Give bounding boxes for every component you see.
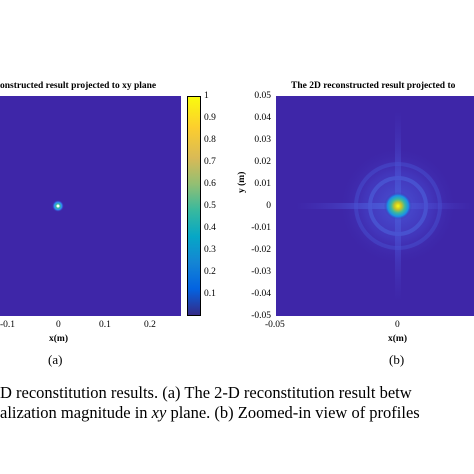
- panel-b-xtick: -0.05: [265, 320, 285, 330]
- colorbar-tick: 0.1: [204, 289, 216, 299]
- colorbar: [187, 96, 201, 316]
- panel-a-xtick: 0: [56, 320, 61, 330]
- panel-b-ytick: 0.02: [254, 157, 271, 167]
- caption-text: alization magnitude in: [0, 403, 152, 422]
- panel-b-sublabel: (b): [389, 352, 405, 367]
- panel-a-title: onstructed result projected to xy plane: [0, 81, 157, 91]
- panel-b-ytick: 0: [266, 201, 271, 211]
- panel-a-sublabel: (a): [48, 352, 63, 367]
- panel-b-ytick: -0.03: [251, 267, 271, 277]
- figure-caption-line2: alization magnitude in xy plane. (b) Zoo…: [0, 403, 420, 423]
- panel-b-ytick: -0.05: [251, 311, 271, 321]
- colorbar-tick: 0.8: [204, 135, 216, 145]
- colorbar-tick: 0.3: [204, 245, 216, 255]
- panel-b-title: The 2D reconstructed result projected to: [291, 81, 456, 91]
- colorbar-tick: 0.2: [204, 267, 216, 277]
- panel-a-heatmap: [52, 200, 64, 212]
- panel-a-xtick: 0.1: [99, 320, 111, 330]
- panel-a-xtick: 0.2: [144, 320, 156, 330]
- panel-a-plot: [0, 96, 181, 316]
- panel-b-heatmap: [296, 111, 474, 301]
- figure-caption-line1: D reconstitution results. (a) The 2-D re…: [0, 383, 412, 402]
- panel-b-xtick: 0: [395, 320, 400, 330]
- panel-b-ytick: 0.04: [254, 113, 271, 123]
- panel-b-peak: [384, 192, 412, 220]
- panel-a-xtick: -0.1: [0, 320, 16, 330]
- panel-b-ytick: -0.04: [251, 289, 271, 299]
- panel-a-xlabel: x(m): [49, 334, 68, 344]
- colorbar-tick: 0.4: [204, 223, 216, 233]
- colorbar-tick: 0.7: [204, 157, 216, 167]
- panel-b-ytick: 0.01: [254, 179, 271, 189]
- panel-b-ylabel: y (m): [237, 171, 247, 193]
- colorbar-tick: 0.9: [204, 113, 216, 123]
- colorbar-tick: 0.6: [204, 179, 216, 189]
- colorbar-tick: 1: [204, 91, 209, 101]
- caption-text: plane. (b) Zoomed-in view of profiles: [166, 403, 420, 422]
- panel-b-ytick: -0.01: [251, 223, 271, 233]
- panel-a-peak: [56, 204, 60, 208]
- panel-b-xlabel: x(m): [388, 334, 407, 344]
- panel-b-ytick: -0.02: [251, 245, 271, 255]
- panel-b-ytick: 0.05: [254, 91, 271, 101]
- panel-b-plot: [276, 96, 474, 316]
- caption-math: xy: [151, 403, 167, 422]
- colorbar-tick: 0.5: [204, 201, 216, 211]
- panel-b-ytick: 0.03: [254, 135, 271, 145]
